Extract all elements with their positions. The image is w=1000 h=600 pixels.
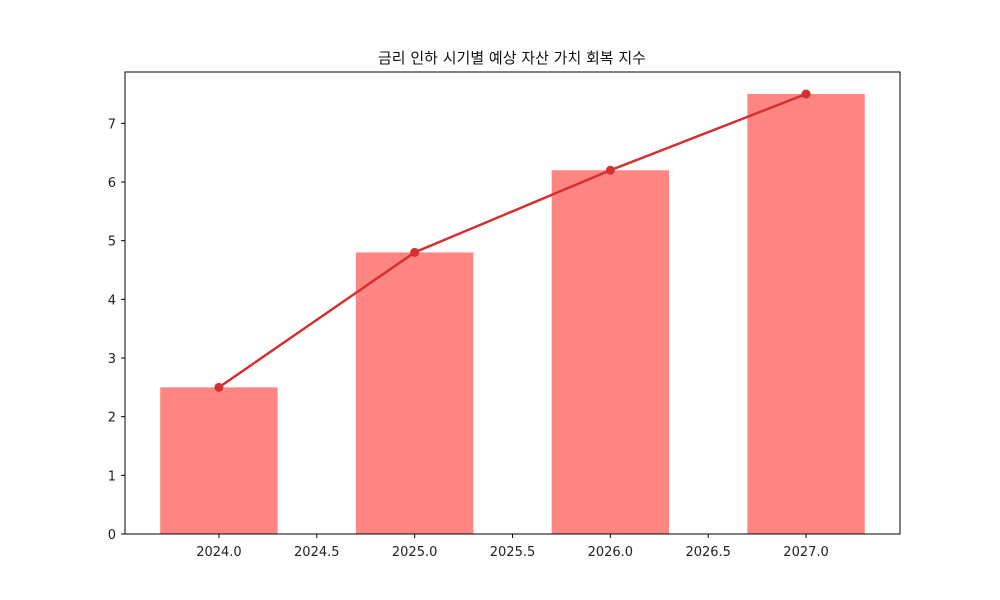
x-tick-label: 2025.5 (490, 545, 536, 560)
point-2026 (605, 165, 615, 175)
point-2027 (801, 89, 811, 99)
y-tick-label: 0 (108, 528, 116, 543)
x-tick-label: 2026.0 (588, 545, 634, 560)
y-tick-label: 6 (108, 176, 116, 191)
y-tick-label: 7 (108, 117, 116, 132)
bar-2026 (551, 170, 670, 534)
y-tick-label: 5 (108, 235, 116, 250)
bar-2024 (160, 387, 278, 534)
bars-layer (160, 94, 865, 534)
bar-2027 (747, 94, 865, 534)
bar-2025 (355, 252, 474, 534)
chart-title: 금리 인하 시기별 예상 자산 가치 회복 지수 (378, 49, 646, 67)
trend-line (218, 92, 807, 389)
x-tick-label: 2025.0 (392, 545, 438, 560)
x-tick-label: 2027.0 (783, 545, 829, 560)
y-tick-label: 2 (108, 411, 116, 426)
y-tick-label: 4 (108, 293, 116, 308)
x-tick-label: 2024.0 (196, 545, 242, 560)
y-tick-label: 1 (108, 469, 116, 484)
point-2024 (214, 382, 224, 392)
x-tick-label: 2026.5 (685, 545, 731, 560)
line-layer (214, 89, 811, 392)
y-tick-label: 3 (108, 352, 116, 367)
x-tick-label: 2024.5 (294, 545, 340, 560)
point-2025 (410, 247, 420, 257)
axes-layer: 2024.0 2024.5 2025.0 2025.5 2026.0 2026.5 2027… (108, 71, 901, 560)
